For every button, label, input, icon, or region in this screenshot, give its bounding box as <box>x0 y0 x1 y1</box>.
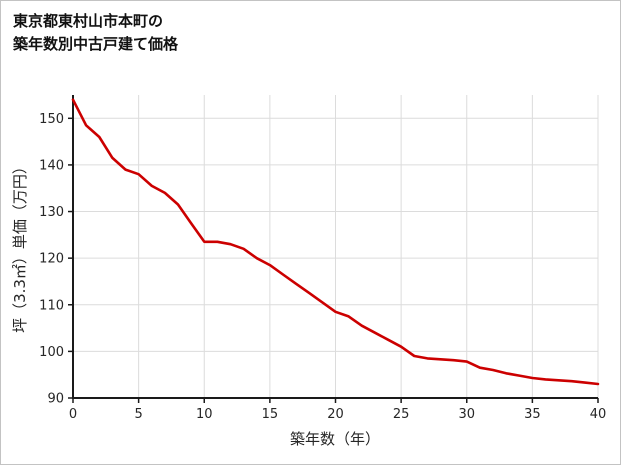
x-axis-label: 築年数（年） <box>290 430 380 448</box>
y-tick-label: 150 <box>39 112 64 127</box>
chart-title-line2: 築年数別中古戸建て価格 <box>13 34 179 53</box>
y-tick-label: 90 <box>47 392 64 407</box>
y-tick-label: 120 <box>39 252 64 267</box>
chart-title-line1: 東京都東村山市本町の <box>13 12 164 30</box>
price-line <box>71 98 600 386</box>
y-tick-label: 100 <box>39 345 64 360</box>
y-tick-label: 140 <box>39 158 64 173</box>
chart-title: 東京都東村山市本町の 築年数別中古戸建て価格 <box>13 10 178 55</box>
x-tick-label: 0 <box>69 407 77 422</box>
axis-ticks <box>68 117 599 403</box>
x-tick-label: 15 <box>262 407 279 422</box>
x-tick-label: 10 <box>196 407 213 422</box>
x-tick-label: 30 <box>458 407 475 422</box>
y-tick-label: 130 <box>39 205 64 220</box>
x-tick-label: 5 <box>134 407 142 422</box>
x-tick-label: 35 <box>524 407 541 422</box>
gridlines <box>73 95 599 398</box>
y-tick-label: 110 <box>39 298 64 313</box>
x-tick-label: 20 <box>327 407 344 422</box>
x-tick-label: 40 <box>590 407 607 422</box>
tick-labels: 0 5 10 15 20 25 30 35 40 90 100 110 120 130 140 150 <box>39 112 606 422</box>
y-axis-label: 坪（3.3㎡）単価（万円） <box>11 159 29 333</box>
x-tick-label: 25 <box>393 407 410 422</box>
